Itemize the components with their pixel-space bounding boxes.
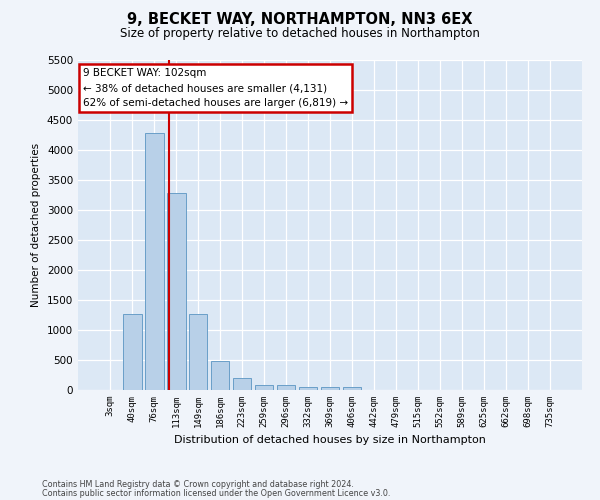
Bar <box>167 192 185 390</box>
Bar <box>123 314 142 390</box>
Bar <box>343 387 361 390</box>
Text: 9, BECKET WAY, NORTHAMPTON, NN3 6EX: 9, BECKET WAY, NORTHAMPTON, NN3 6EX <box>127 12 473 28</box>
Text: 9 BECKET WAY: 102sqm
← 38% of detached houses are smaller (4,131)
62% of semi-de: 9 BECKET WAY: 102sqm ← 38% of detached h… <box>83 68 348 108</box>
Bar <box>255 384 274 390</box>
Bar <box>211 361 229 390</box>
Bar <box>145 133 164 390</box>
Text: Size of property relative to detached houses in Northampton: Size of property relative to detached ho… <box>120 26 480 40</box>
Bar <box>277 385 295 390</box>
Text: Contains HM Land Registry data © Crown copyright and database right 2024.: Contains HM Land Registry data © Crown c… <box>42 480 354 489</box>
Y-axis label: Number of detached properties: Number of detached properties <box>31 143 41 307</box>
Text: Contains public sector information licensed under the Open Government Licence v3: Contains public sector information licen… <box>42 488 391 498</box>
Bar <box>299 388 317 390</box>
Bar <box>320 388 340 390</box>
X-axis label: Distribution of detached houses by size in Northampton: Distribution of detached houses by size … <box>174 436 486 446</box>
Bar <box>189 314 208 390</box>
Bar <box>233 378 251 390</box>
